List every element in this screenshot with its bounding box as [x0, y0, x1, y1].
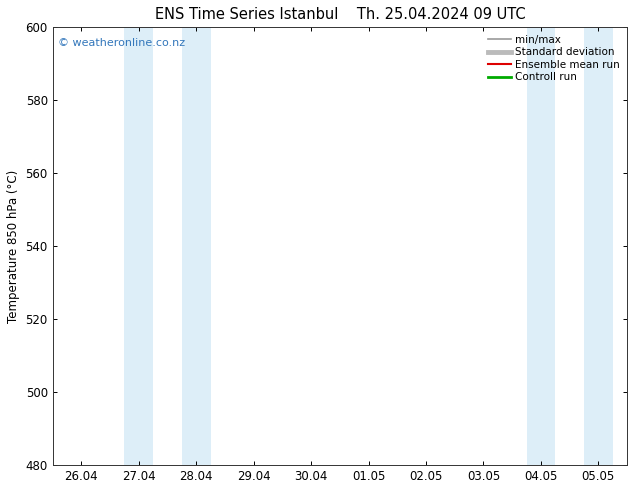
Bar: [584, 27, 612, 465]
Title: ENS Time Series Istanbul    Th. 25.04.2024 09 UTC: ENS Time Series Istanbul Th. 25.04.2024 …: [155, 7, 525, 22]
Bar: [124, 27, 153, 465]
Bar: [182, 27, 210, 465]
Legend: min/max, Standard deviation, Ensemble mean run, Controll run: min/max, Standard deviation, Ensemble me…: [486, 32, 622, 84]
Bar: [526, 27, 555, 465]
Text: © weatheronline.co.nz: © weatheronline.co.nz: [58, 38, 186, 48]
Y-axis label: Temperature 850 hPa (°C): Temperature 850 hPa (°C): [7, 170, 20, 323]
